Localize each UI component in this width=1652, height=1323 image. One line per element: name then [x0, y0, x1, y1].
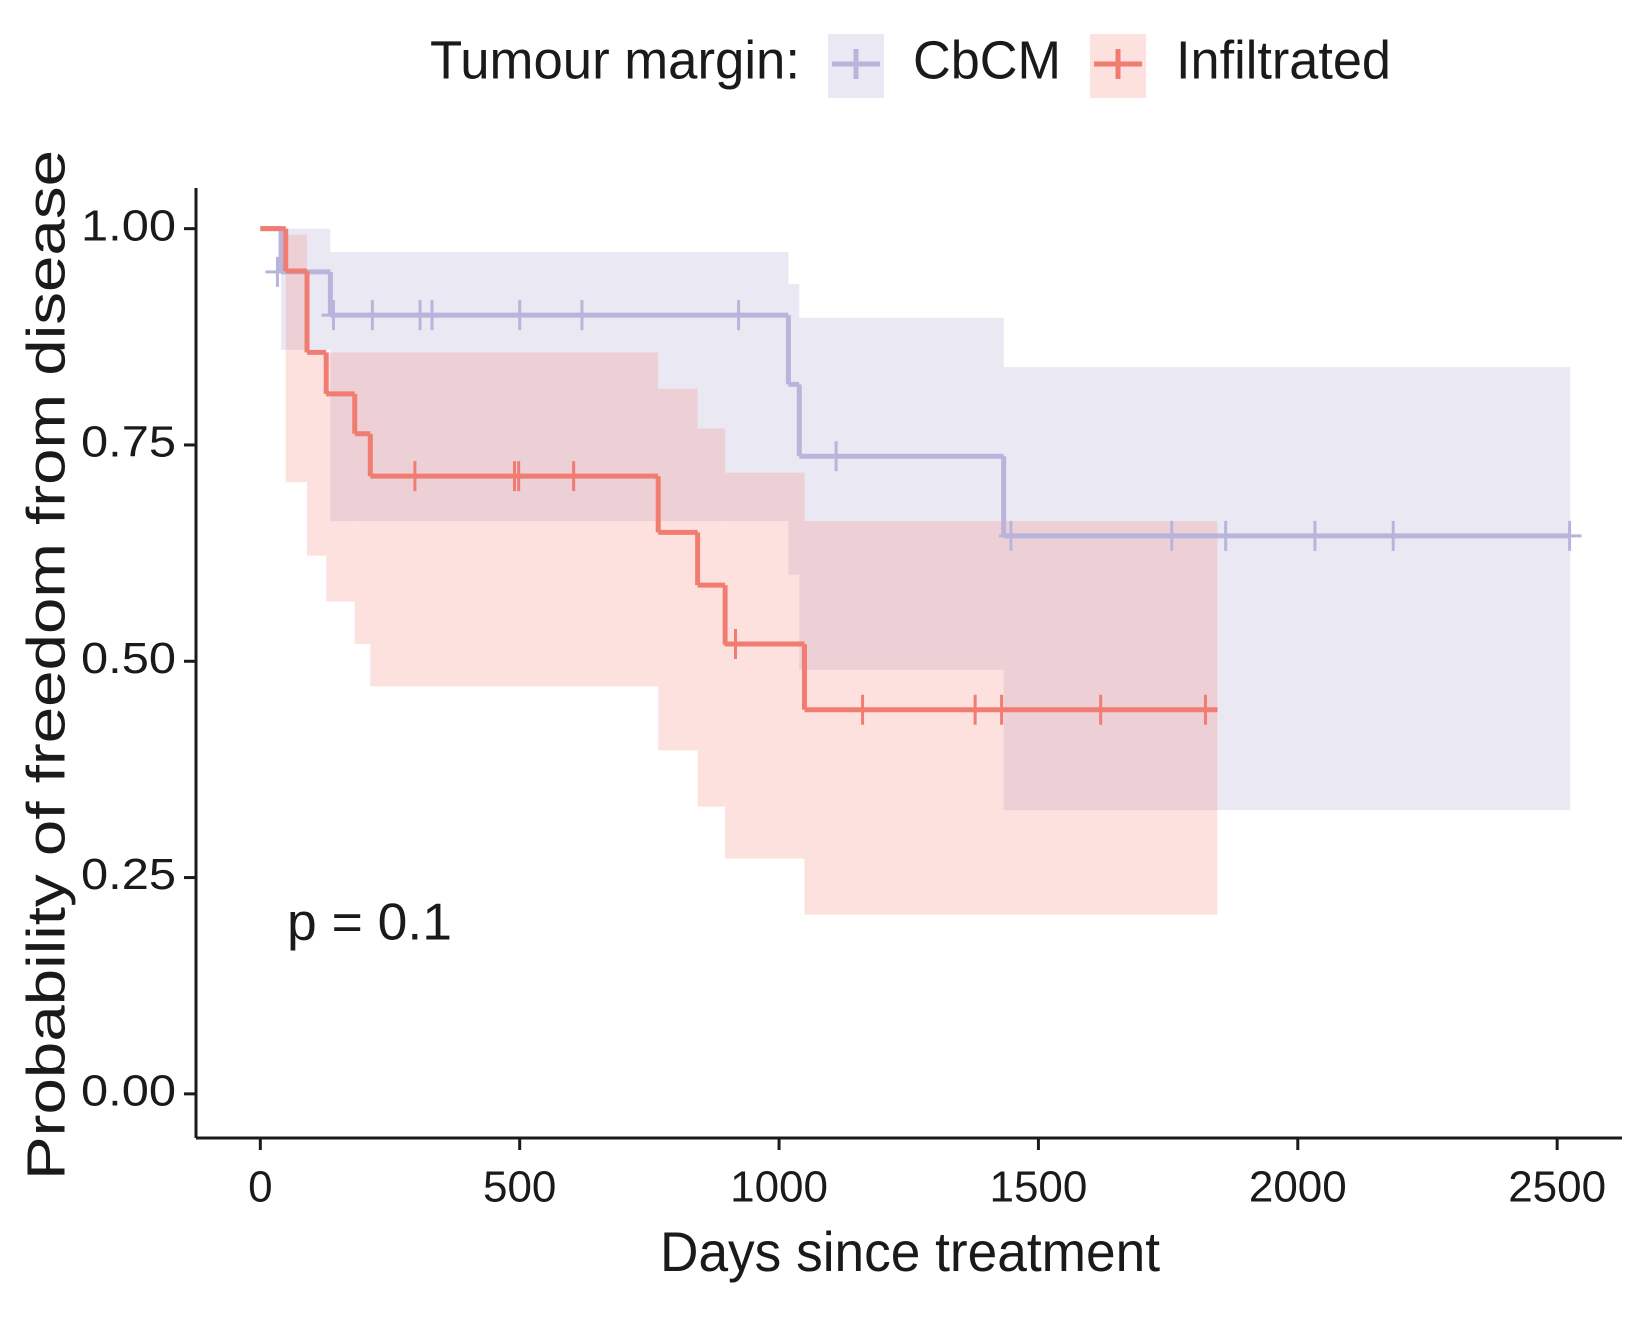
confidence-band	[658, 388, 698, 751]
censor-mark	[726, 300, 751, 331]
confidence-band	[370, 352, 659, 687]
x-tick-label: 500	[483, 1163, 556, 1212]
x-tick-label: 2500	[1508, 1163, 1606, 1212]
confidence-band	[285, 234, 308, 483]
confidence-band	[804, 521, 1218, 915]
x-tick-label: 1000	[730, 1163, 828, 1212]
confidence-band	[307, 352, 327, 556]
censor-mark	[265, 256, 290, 287]
censor-mark	[321, 300, 346, 331]
confidence-band	[1003, 367, 1571, 811]
censor-mark	[1213, 520, 1238, 551]
censor-mark	[989, 694, 1014, 725]
censor-mark	[1557, 520, 1582, 551]
x-tick-label: 0	[248, 1163, 272, 1212]
legend-title: Tumour margin:	[430, 30, 800, 90]
y-axis-title: Probability of freedom from disease	[16, 150, 76, 1180]
p-value-annotation: p = 0.1	[287, 894, 452, 952]
censor-mark	[850, 694, 875, 725]
censor-mark	[507, 300, 532, 331]
legend-label: Infiltrated	[1176, 30, 1391, 90]
y-tick-label: 1.00	[81, 201, 176, 250]
confidence-band	[788, 284, 800, 575]
confidence-band	[326, 352, 355, 602]
censor-mark	[1159, 520, 1184, 551]
legend-label: CbCM	[913, 30, 1061, 90]
confidence-band	[354, 352, 371, 644]
censor-mark	[506, 461, 531, 492]
y-tick-label: 0.00	[81, 1066, 176, 1115]
x-tick-label: 1500	[989, 1163, 1087, 1212]
censor-mark	[824, 441, 849, 472]
censor-mark	[402, 461, 427, 492]
confidence-band	[799, 317, 1004, 670]
censor-mark	[360, 300, 385, 331]
censor-mark	[723, 628, 748, 659]
legend-key-line	[832, 49, 880, 79]
y-tick-label: 0.50	[81, 634, 176, 683]
censor-mark	[1193, 694, 1218, 725]
censor-mark	[420, 300, 445, 331]
censor-mark	[1302, 520, 1327, 551]
x-tick-label: 2000	[1249, 1163, 1347, 1212]
censor-mark	[561, 461, 586, 492]
censor-mark	[998, 520, 1023, 551]
x-axis-title: Days since treatment	[660, 1220, 1160, 1283]
censor-mark	[1381, 520, 1406, 551]
censor-mark	[1088, 694, 1113, 725]
confidence-band	[725, 472, 805, 859]
y-tick-label: 0.25	[81, 850, 176, 899]
confidence-band	[697, 428, 726, 807]
censor-mark	[569, 300, 594, 331]
censor-mark	[963, 694, 988, 725]
legend-key-line	[1094, 49, 1142, 79]
y-tick-label: 0.75	[81, 418, 176, 467]
